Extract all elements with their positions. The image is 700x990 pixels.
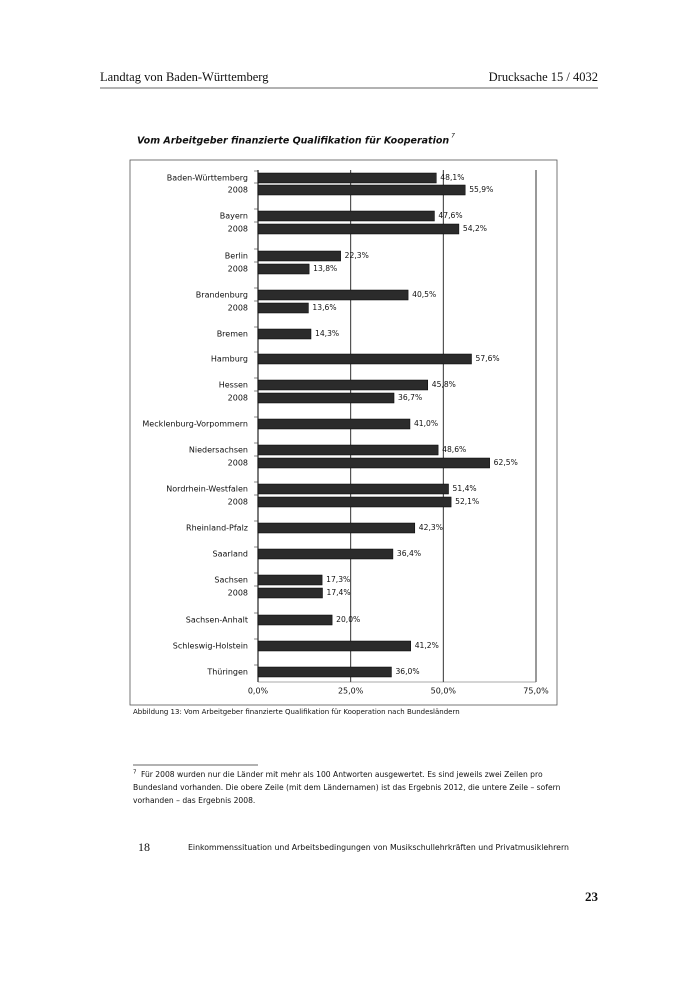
header-left: Landtag von Baden-Württemberg bbox=[100, 70, 269, 84]
bar bbox=[257, 328, 312, 340]
x-tick-label: 0,0% bbox=[248, 687, 269, 696]
y-tick-label: Bayern bbox=[220, 212, 248, 221]
y-tick-label: Baden-Württemberg bbox=[167, 174, 248, 183]
y-tick-label: 2008 bbox=[228, 186, 248, 195]
bar bbox=[257, 250, 341, 262]
x-tick-label: 25,0% bbox=[338, 687, 364, 696]
y-tick-label: Hessen bbox=[219, 381, 248, 390]
value-label: 41,0% bbox=[414, 419, 438, 428]
y-tick-label: Saarland bbox=[213, 550, 248, 559]
value-label: 51,4% bbox=[453, 484, 477, 493]
footer-text: Einkommenssituation und Arbeitsbedingung… bbox=[188, 843, 569, 852]
y-tick-label: Mecklenburg-Vorpommern bbox=[142, 420, 248, 429]
y-tick-label: 2008 bbox=[228, 265, 248, 274]
bar bbox=[257, 522, 416, 534]
chart-frame bbox=[129, 159, 558, 706]
bar bbox=[257, 574, 323, 586]
value-label: 48,6% bbox=[442, 445, 466, 454]
bar bbox=[257, 302, 309, 314]
y-tick-label: 2008 bbox=[228, 304, 248, 313]
value-label: 36,7% bbox=[398, 393, 422, 402]
value-label: 13,8% bbox=[313, 264, 337, 273]
bar bbox=[257, 184, 466, 196]
value-label: 52,1% bbox=[455, 497, 479, 506]
chart-title: Vom Arbeitgeber finanzierte Qualifikatio… bbox=[137, 136, 449, 147]
bar bbox=[257, 444, 439, 456]
footnote-line: Bundesland vorhanden. Die obere Zeile (m… bbox=[133, 783, 561, 792]
y-tick-label: Berlin bbox=[225, 252, 248, 261]
bar bbox=[257, 172, 437, 184]
y-tick-label: Hamburg bbox=[211, 355, 248, 364]
bar bbox=[257, 496, 452, 508]
value-label: 41,2% bbox=[415, 641, 439, 650]
bar bbox=[257, 263, 310, 275]
bar bbox=[257, 614, 333, 626]
y-tick-label: 2008 bbox=[228, 394, 248, 403]
bar bbox=[257, 289, 409, 301]
bar bbox=[257, 483, 449, 495]
x-tick-label: 50,0% bbox=[431, 687, 457, 696]
y-tick-label: Nordrhein-Westfalen bbox=[166, 485, 248, 494]
value-label: 55,9% bbox=[469, 185, 493, 194]
bar bbox=[257, 210, 435, 222]
y-tick-label: Sachsen-Anhalt bbox=[186, 616, 248, 625]
value-label: 17,3% bbox=[326, 575, 350, 584]
y-tick-label: Niedersachsen bbox=[189, 446, 248, 455]
y-tick-label: Sachsen bbox=[214, 576, 248, 585]
bar bbox=[257, 392, 395, 404]
footnote-marker: 7 bbox=[133, 770, 137, 776]
value-label: 45,8% bbox=[432, 380, 456, 389]
page-number: 23 bbox=[585, 889, 599, 904]
bar bbox=[257, 223, 460, 235]
value-label: 36,0% bbox=[395, 667, 419, 676]
y-tick-label: 2008 bbox=[228, 459, 248, 468]
footnote-line: Für 2008 wurden nur die Länder mit mehr … bbox=[141, 770, 543, 779]
bar bbox=[257, 353, 472, 365]
y-tick-label: 2008 bbox=[228, 498, 248, 507]
bar bbox=[257, 587, 323, 599]
bar bbox=[257, 548, 394, 560]
y-tick-label: Bremen bbox=[217, 330, 248, 339]
value-label: 40,5% bbox=[412, 290, 436, 299]
value-label: 13,6% bbox=[312, 303, 336, 312]
value-label: 57,6% bbox=[476, 354, 500, 363]
bar bbox=[257, 666, 392, 678]
y-tick-label: 2008 bbox=[228, 589, 248, 598]
value-label: 62,5% bbox=[494, 458, 518, 467]
value-label: 54,2% bbox=[463, 224, 487, 233]
value-label: 14,3% bbox=[315, 329, 339, 338]
y-tick-label: 2008 bbox=[228, 225, 248, 234]
footnote-line: vorhanden – das Ergebnis 2008. bbox=[133, 796, 255, 805]
footer-page: 18 bbox=[138, 840, 150, 854]
value-label: 42,3% bbox=[419, 523, 443, 532]
value-label: 17,4% bbox=[326, 588, 350, 597]
title-note: 7 bbox=[451, 133, 455, 140]
x-tick-label: 75,0% bbox=[523, 687, 549, 696]
y-tick-label: Thüringen bbox=[206, 668, 248, 677]
caption: Abbildung 13: Vom Arbeitgeber finanziert… bbox=[133, 708, 460, 716]
plot: 0,0% 25,0% 50,0% 75,0% Baden-Württemberg 48,1… bbox=[142, 170, 549, 696]
y-tick-label: Schleswig-Holstein bbox=[173, 642, 248, 651]
y-tick-label: Rheinland-Pfalz bbox=[186, 524, 248, 533]
value-label: 20,0% bbox=[336, 615, 360, 624]
value-label: 48,1% bbox=[440, 173, 464, 182]
y-tick-label: Brandenburg bbox=[196, 291, 248, 300]
value-label: 47,6% bbox=[438, 211, 462, 220]
value-label: 36,4% bbox=[397, 549, 421, 558]
bar bbox=[257, 379, 429, 391]
bar bbox=[257, 418, 411, 430]
value-label: 22,3% bbox=[345, 251, 369, 260]
bar bbox=[257, 640, 411, 652]
header-right: Drucksache 15 / 4032 bbox=[489, 70, 598, 84]
bar bbox=[257, 457, 490, 469]
